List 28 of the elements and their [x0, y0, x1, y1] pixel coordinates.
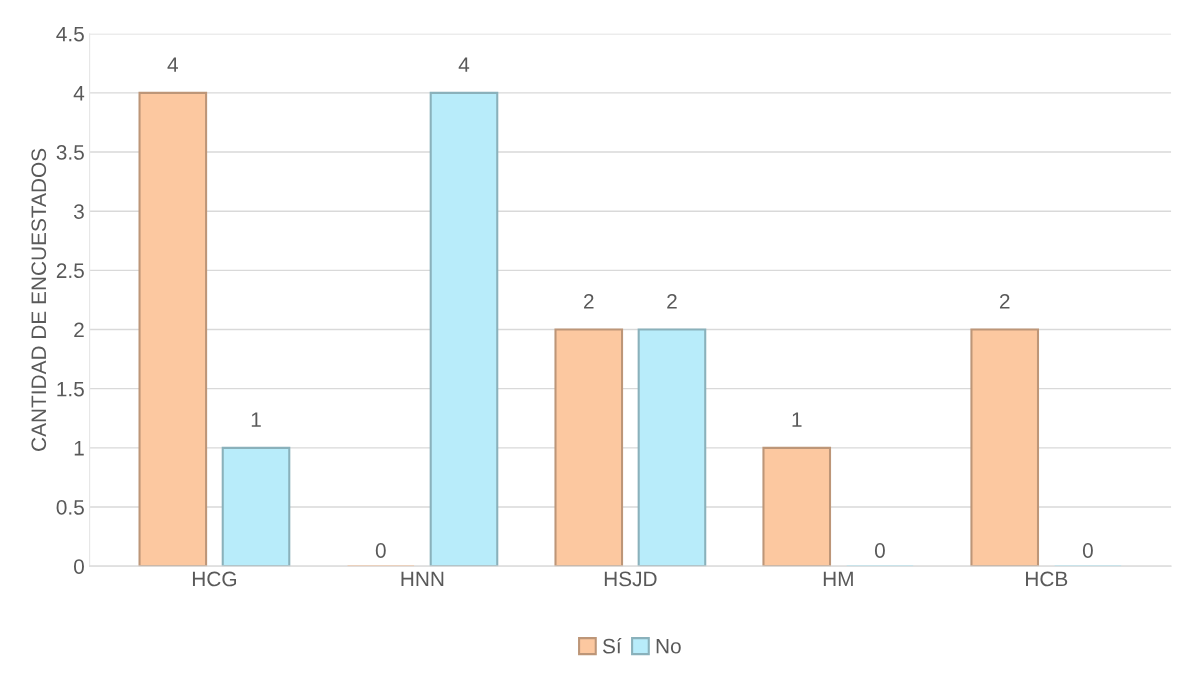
- y-axis-title: CANTIDAD DE ENCUESTADOS: [31, 148, 47, 451]
- y-tick-label: 2: [74, 322, 84, 338]
- x-tick-label: HCG: [192, 571, 236, 587]
- data-label: 2: [999, 293, 1010, 309]
- data-label: 2: [584, 293, 594, 309]
- x-tick-label: HNN: [401, 571, 444, 587]
- data-label: 2: [667, 293, 677, 309]
- y-tick-label: 1: [74, 441, 84, 456]
- y-tick-label: 2.5: [56, 263, 84, 279]
- x-tick-label: HM: [823, 571, 853, 587]
- y-tick-label: 0.5: [56, 500, 84, 515]
- y-tick-label: 3: [73, 204, 84, 219]
- y-tick-label: 0: [73, 559, 84, 574]
- y-tick-label: 4.5: [56, 26, 84, 42]
- data-label: 0: [1082, 543, 1093, 558]
- y-tick-label: 4: [73, 86, 85, 101]
- data-label: 4: [458, 57, 470, 72]
- x-tick-label: HCB: [1026, 571, 1068, 587]
- data-label: 1: [792, 412, 802, 427]
- x-tick-label: HSJD: [604, 571, 657, 587]
- data-label: 0: [375, 543, 386, 558]
- data-label: 1: [251, 412, 261, 427]
- legend-label: No: [656, 639, 681, 654]
- y-tick-label: 3.5: [56, 145, 84, 160]
- data-label: 0: [874, 543, 885, 558]
- y-tick-label: 1.5: [57, 381, 84, 397]
- legend-label: Sí: [602, 638, 622, 654]
- data-label: 4: [167, 57, 178, 72]
